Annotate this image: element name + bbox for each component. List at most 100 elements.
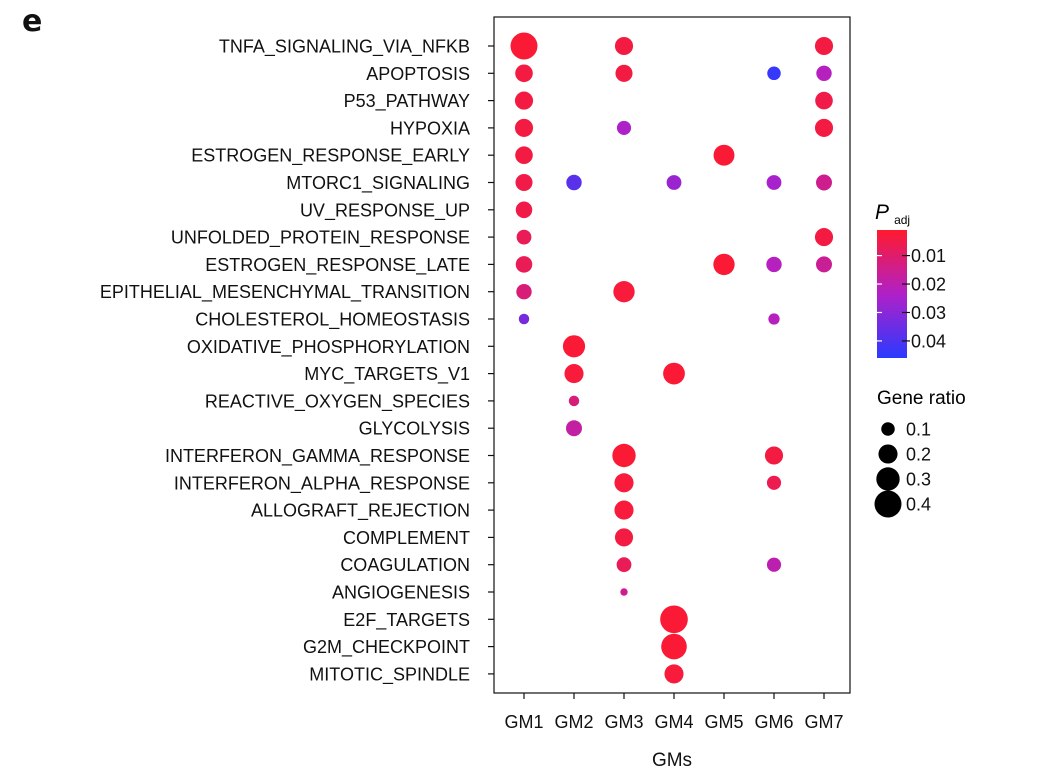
- y-tick-label: GLYCOLYSIS: [359, 419, 470, 439]
- data-point: [566, 174, 582, 191]
- data-point: [516, 229, 532, 245]
- data-point: [663, 362, 685, 385]
- data-point: [564, 364, 584, 384]
- data-point: [814, 118, 834, 137]
- data-point: [515, 64, 533, 83]
- x-tick-label: GM6: [754, 712, 793, 732]
- panel-letter: e: [22, 4, 43, 39]
- data-point: [713, 253, 735, 276]
- y-tick-label: ANGIOGENESIS: [332, 583, 470, 603]
- data-point: [816, 256, 832, 273]
- data-point: [764, 446, 784, 465]
- size-legend-items: 0.1 0.2 0.3 0.4: [874, 420, 931, 518]
- data-point: [515, 201, 533, 219]
- size-legend-label: 0.3: [906, 470, 931, 490]
- color-legend-bar: [877, 230, 907, 358]
- y-tick-label: TNFA_SIGNALING_VIA_NFKB: [219, 37, 470, 58]
- y-tick-label: CHOLESTEROL_HOMEOSTASIS: [195, 310, 470, 331]
- data-point: [510, 32, 538, 60]
- size-legend-label: 0.4: [906, 495, 931, 515]
- plot-frame: [493, 16, 851, 694]
- x-tick-label: GM3: [604, 712, 643, 732]
- size-legend-title: Gene ratio: [877, 388, 966, 409]
- color-legend-tick-label: 0.03: [911, 303, 946, 323]
- data-point: [768, 313, 780, 325]
- color-legend-title-main: P: [875, 201, 889, 224]
- data-point: [620, 588, 628, 596]
- data-point: [515, 256, 533, 273]
- data-point: [660, 605, 688, 634]
- data-point: [612, 443, 636, 468]
- data-point: [515, 146, 533, 164]
- x-axis-title: GMs: [652, 750, 692, 771]
- data-point: [568, 395, 580, 407]
- data-point: [616, 557, 632, 573]
- data-point: [514, 91, 534, 110]
- y-tick-label: EPITHELIAL_MESENCHYMAL_TRANSITION: [100, 282, 470, 303]
- y-tick-label: COAGULATION: [340, 555, 470, 575]
- data-point: [518, 313, 530, 325]
- color-legend: P adj 0.01 0.02 0.03 0.04: [875, 201, 946, 358]
- data-point: [815, 91, 833, 110]
- y-tick-label: G2M_CHECKPOINT: [303, 637, 470, 658]
- x-tick-label: GM1: [504, 712, 543, 732]
- y-tick-label: ESTROGEN_RESPONSE_EARLY: [191, 146, 470, 167]
- size-legend-dot: [876, 467, 900, 491]
- y-tick-label: E2F_TARGETS: [343, 610, 470, 631]
- y-tick-label: OXIDATIVE_PHOSPHORYLATION: [187, 337, 470, 358]
- data-point: [816, 65, 832, 82]
- x-tick-label: GM7: [804, 712, 843, 732]
- y-tick-label: APOPTOSIS: [366, 64, 470, 84]
- data-point: [767, 66, 781, 81]
- y-tick-label: UNFOLDED_PROTEIN_RESPONSE: [171, 228, 470, 249]
- color-legend-tick-label: 0.02: [911, 275, 946, 295]
- size-legend-dot: [874, 490, 902, 518]
- color-legend-ticks: 0.01 0.02 0.03 0.04: [877, 246, 946, 351]
- y-tick-label: INTERFERON_ALPHA_RESPONSE: [174, 473, 470, 494]
- data-point: [615, 64, 633, 82]
- data-point: [666, 175, 682, 190]
- y-tick-label: ALLOGRAFT_REJECTION: [251, 501, 470, 522]
- data-point: [814, 228, 834, 247]
- data-point: [566, 420, 582, 437]
- y-tick-label: INTERFERON_GAMMA_RESPONSE: [165, 446, 470, 467]
- size-legend-dot: [881, 422, 895, 436]
- size-legend-label: 0.1: [906, 420, 931, 440]
- data-point: [814, 36, 834, 56]
- data-point: [766, 256, 782, 273]
- data-point: [713, 144, 735, 166]
- x-axis-ticks: [523, 693, 825, 699]
- data-point: [515, 173, 533, 192]
- y-tick-label: HYPOXIA: [390, 118, 470, 138]
- data-point: [516, 284, 532, 300]
- y-tick-label: ESTROGEN_RESPONSE_LATE: [205, 255, 470, 276]
- data-point: [766, 557, 782, 572]
- x-tick-label: GM4: [654, 712, 693, 732]
- color-legend-tick-label: 0.04: [911, 331, 946, 351]
- data-point: [613, 281, 635, 303]
- data-point: [664, 664, 684, 684]
- size-legend-dot: [878, 444, 898, 464]
- y-tick-label: P53_PATHWAY: [344, 91, 470, 112]
- data-point: [614, 36, 634, 56]
- size-legend-label: 0.2: [906, 445, 931, 465]
- data-points: [510, 32, 834, 684]
- x-tick-label: GM2: [554, 712, 593, 732]
- data-point: [766, 475, 782, 490]
- y-tick-label: COMPLEMENT: [343, 528, 470, 548]
- data-point: [614, 473, 634, 493]
- data-point: [562, 335, 586, 358]
- y-tick-label: UV_RESPONSE_UP: [300, 200, 470, 221]
- data-point: [614, 500, 634, 520]
- data-point: [816, 174, 832, 191]
- data-point: [514, 118, 534, 137]
- y-tick-label: REACTIVE_OXYGEN_SPECIES: [205, 391, 470, 412]
- y-tick-label: MITOTIC_SPINDLE: [309, 664, 470, 685]
- color-legend-title-sub: adj: [894, 213, 910, 227]
- x-axis-labels: GM1 GM2 GM3 GM4 GM5 GM6 GM7: [504, 712, 843, 732]
- data-point: [766, 175, 782, 190]
- color-legend-tick-label: 0.01: [911, 246, 946, 266]
- data-point: [661, 633, 687, 660]
- y-tick-label: MYC_TARGETS_V1: [304, 364, 470, 385]
